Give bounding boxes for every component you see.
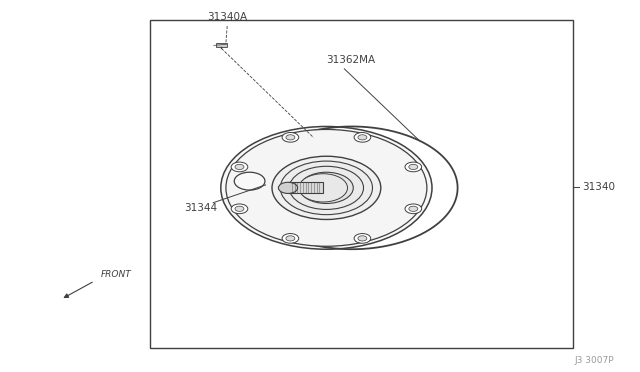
- Circle shape: [280, 161, 372, 215]
- Circle shape: [278, 182, 298, 193]
- Circle shape: [235, 164, 244, 170]
- Bar: [216, 43, 227, 47]
- Circle shape: [405, 162, 422, 172]
- Circle shape: [354, 132, 371, 142]
- Circle shape: [299, 174, 348, 202]
- Circle shape: [409, 206, 418, 211]
- Text: 31344: 31344: [184, 203, 217, 213]
- Circle shape: [221, 126, 432, 249]
- Bar: [150, 20, 573, 348]
- Circle shape: [286, 135, 295, 140]
- Text: 31340: 31340: [582, 182, 616, 192]
- Circle shape: [272, 156, 381, 219]
- Circle shape: [227, 168, 272, 194]
- Circle shape: [354, 234, 371, 243]
- Circle shape: [234, 172, 265, 190]
- Circle shape: [286, 236, 295, 241]
- Bar: [288, 182, 323, 193]
- Circle shape: [282, 132, 299, 142]
- Circle shape: [405, 204, 422, 214]
- Text: FRONT: FRONT: [101, 270, 132, 279]
- Circle shape: [235, 206, 244, 211]
- Circle shape: [231, 204, 248, 214]
- Text: 31362MA: 31362MA: [326, 55, 375, 64]
- Text: J3 3007P: J3 3007P: [575, 356, 614, 365]
- Circle shape: [300, 172, 353, 203]
- Circle shape: [358, 236, 367, 241]
- Circle shape: [282, 234, 299, 243]
- Circle shape: [409, 164, 418, 170]
- Circle shape: [289, 166, 364, 209]
- Circle shape: [358, 135, 367, 140]
- Circle shape: [226, 129, 427, 246]
- Text: 31340A: 31340A: [207, 12, 247, 22]
- Circle shape: [231, 162, 248, 172]
